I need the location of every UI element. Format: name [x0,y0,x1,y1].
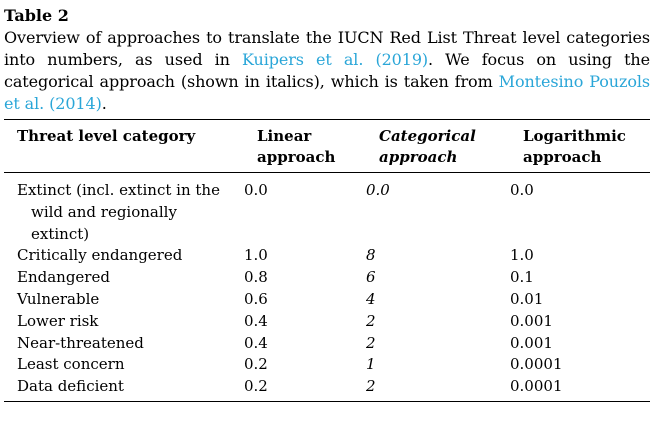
cell-logarithmic: 0.001 [510,311,553,330]
cell-categorical: 2 [366,377,376,396]
header-linear: Linear approach [257,127,336,166]
header-logarithmic: Logarithmic approach [523,127,626,166]
table-row: Endangered 0.8 6 0.1 [4,267,650,289]
category-label: Vulnerable [17,289,100,308]
cell-categorical: 2 [366,311,376,330]
cell-linear: 0.2 [244,355,268,374]
header-category: Threat level category [17,127,196,145]
table-row: Near-threatened 0.4 2 0.001 [4,333,650,355]
cell-logarithmic: 0.001 [510,333,553,352]
category-label: Near-threatened [17,333,144,352]
reference-link-montesino[interactable]: Montesino Pouzols et al. (2014) [4,72,650,113]
cell-category: Data deficient [4,376,244,398]
cell-category: Least concern [4,354,244,376]
cell-logarithmic: 0.0001 [510,377,563,396]
cell-linear: 0.8 [244,268,268,287]
category-label: Data deficient [17,377,124,396]
cell-logarithmic: 0.0001 [510,355,563,374]
cell-logarithmic: 0.1 [510,268,534,287]
cell-categorical: 8 [366,246,376,265]
reference-link-kuipers[interactable]: Kuipers et al. (2019) [242,50,429,69]
table-top-rule [4,119,650,120]
cell-category: Lower risk [4,311,244,333]
cell-category: Near-threatened [4,333,244,355]
table-header-rule [4,172,650,173]
cell-categorical: 2 [366,333,376,352]
threat-level-table: Threat level category Linear approach Ca… [4,120,650,170]
cell-linear: 0.2 [244,377,268,396]
header-categorical: Categorical approach [379,127,476,166]
cell-linear: 1.0 [244,246,268,265]
cell-logarithmic: 1.0 [510,246,534,265]
cell-category: Endangered [4,267,244,289]
table-bottom-rule [4,400,650,402]
table-row: Lower risk 0.4 2 0.001 [4,311,650,333]
table-row: Least concern 0.2 1 0.0001 [4,354,650,376]
cell-categorical: 0.0 [366,181,390,199]
category-label: Least concern [17,355,125,374]
cell-linear: 0.0 [244,181,268,199]
cell-logarithmic: 0.01 [510,289,544,308]
table-header-row: Threat level category Linear approach Ca… [4,120,650,170]
cell-linear: 0.4 [244,333,268,352]
cell-linear: 0.4 [244,311,268,330]
table-label: Table 2 [4,6,69,25]
cell-logarithmic: 0.0 [510,181,534,199]
category-label: Endangered [17,268,110,287]
cell-categorical: 1 [366,355,376,374]
cell-categorical: 6 [366,268,376,287]
threat-level-table-body: Extinct (incl. extinct in the wild and r… [4,173,650,398]
category-label: Critically endangered [17,246,183,265]
category-label: Lower risk [17,311,99,330]
caption-text-3: . [101,94,107,113]
table-row: Critically endangered 1.0 8 1.0 [4,245,650,267]
cell-category: Vulnerable [4,289,244,311]
cell-linear: 0.6 [244,289,268,308]
table-row: Data deficient 0.2 2 0.0001 [4,376,650,398]
table-caption: Overview of approaches to translate the … [4,27,650,115]
table-row: Vulnerable 0.6 4 0.01 [4,289,650,311]
cell-category: Critically endangered [4,245,244,267]
caption-text-1: Overview of approaches to translate the … [4,28,650,69]
caption-text-2: . We focus on using the categorical appr… [4,50,650,91]
cell-category: Extinct (incl. extinct in the wild and r… [4,173,244,245]
cell-categorical: 4 [366,289,376,308]
category-label: Extinct (incl. extinct in the wild and r… [17,181,220,243]
table-row: Extinct (incl. extinct in the wild and r… [4,173,650,245]
